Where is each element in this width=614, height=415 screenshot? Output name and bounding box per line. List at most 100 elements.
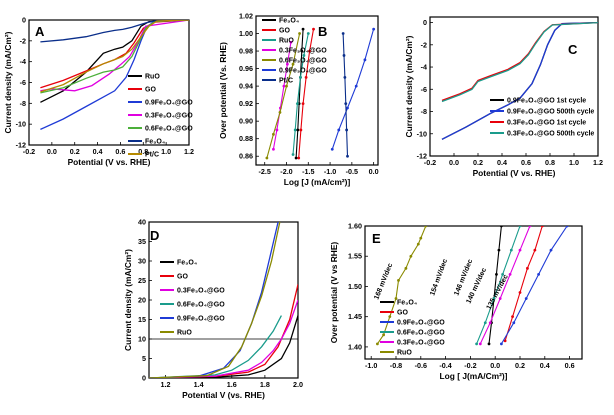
x-tick-label: -1.0 bbox=[365, 361, 377, 370]
y-tick-label: -4 bbox=[421, 63, 427, 72]
x-tick-label: -1.5 bbox=[302, 167, 314, 176]
x-tick-label: 0.2 bbox=[70, 147, 80, 156]
data-point bbox=[424, 226, 428, 228]
data-point bbox=[511, 315, 514, 319]
series-line bbox=[441, 21, 598, 102]
data-point bbox=[512, 321, 516, 325]
data-point bbox=[376, 342, 379, 346]
data-point bbox=[302, 54, 306, 57]
data-point bbox=[295, 102, 299, 106]
data-point bbox=[518, 248, 522, 252]
data-point bbox=[487, 342, 491, 346]
series-line bbox=[40, 20, 189, 93]
plot-frame bbox=[148, 221, 299, 379]
data-point bbox=[291, 153, 295, 156]
series-line bbox=[149, 222, 281, 378]
series-group bbox=[265, 27, 376, 160]
y-tick-label: 1.02 bbox=[239, 12, 253, 21]
x-axis-label: Potential (V vs. RHE) bbox=[473, 168, 556, 178]
series-group bbox=[40, 20, 189, 130]
y-tick-label: -8 bbox=[20, 99, 26, 108]
x-tick-label: 1.6 bbox=[227, 380, 237, 389]
y-tick-label: 0.88 bbox=[239, 134, 253, 143]
data-point bbox=[528, 226, 532, 228]
series-line bbox=[40, 20, 189, 103]
data-point bbox=[549, 248, 553, 252]
data-point bbox=[300, 49, 304, 53]
data-point bbox=[342, 54, 346, 57]
y-tick-label: 1.00 bbox=[239, 29, 253, 38]
series-line bbox=[488, 226, 502, 344]
y-axis-label: Current density (mA/Cm²) bbox=[3, 31, 13, 133]
y-tick-label: 25 bbox=[138, 276, 146, 285]
series-line bbox=[149, 315, 282, 378]
data-point bbox=[285, 62, 289, 66]
data-point bbox=[483, 321, 487, 325]
data-point bbox=[394, 297, 398, 300]
legend-entry: 0.9Fe₃O₄@GO 500th cycle bbox=[507, 109, 594, 116]
data-point bbox=[419, 236, 423, 240]
data-point bbox=[354, 84, 358, 88]
data-point bbox=[478, 342, 482, 346]
series-line bbox=[149, 315, 298, 378]
series-line bbox=[476, 226, 521, 345]
data-point bbox=[299, 128, 303, 132]
data-point bbox=[501, 272, 505, 276]
data-point bbox=[503, 339, 507, 343]
x-tick-label: 0.6 bbox=[521, 158, 531, 167]
series-line bbox=[266, 33, 301, 159]
x-tick-label: -2.0 bbox=[280, 167, 292, 176]
panel-a: -0.2 0.0 0.2 0.4 0.6 0.8 1.0 1.2 0 -2 -4 -6 -8 -10 -12… bbox=[3, 16, 194, 168]
data-point bbox=[372, 27, 376, 31]
y-tick-label: 1.55 bbox=[348, 252, 362, 261]
y-tick-label: -2 bbox=[20, 36, 26, 45]
legend-entry: Fe₃O₄ bbox=[145, 139, 165, 146]
legend-entry: GO bbox=[279, 28, 290, 35]
x-tick-label: 0.4 bbox=[93, 147, 103, 156]
data-point bbox=[346, 154, 349, 158]
data-point bbox=[344, 102, 348, 106]
legend-entry: 0.6Fe₃O₄@GO bbox=[279, 58, 327, 65]
y-axis-label: Current density (mA/Cm²) bbox=[404, 35, 414, 137]
series-line bbox=[342, 33, 349, 157]
data-point bbox=[296, 128, 300, 132]
plot-frame bbox=[364, 225, 583, 360]
x-tick-label: 0.8 bbox=[138, 147, 148, 156]
x-axis-label: Potential (V vs. RHE) bbox=[68, 157, 151, 167]
x-tick-label: 0.0 bbox=[369, 167, 379, 176]
legend-entry: 0.9Fe₃O₄@GO bbox=[397, 320, 445, 327]
x-tick-label: 0.4 bbox=[497, 158, 507, 167]
x-tick-label: 0.2 bbox=[473, 158, 483, 167]
data-point bbox=[346, 106, 349, 110]
data-point bbox=[518, 226, 522, 228]
y-tick-label: -12 bbox=[417, 152, 427, 161]
x-tick-label: -1.0 bbox=[324, 167, 336, 176]
series-line bbox=[500, 226, 568, 345]
series-line bbox=[441, 21, 598, 140]
y-tick-label: -6 bbox=[421, 85, 427, 94]
y-tick-label: 0.92 bbox=[239, 99, 253, 108]
data-point bbox=[298, 32, 301, 35]
data-point bbox=[294, 156, 298, 160]
panel-b: -2.5 -2.0 -1.5 -1.0 -0.5 0.0 0.86 0.88 0.90 0.92 0… bbox=[218, 12, 379, 188]
data-point bbox=[509, 248, 513, 252]
y-tick-label: 40 bbox=[138, 218, 146, 227]
legend-entry: 0.3Fe₃O₄@GO 500th cycle bbox=[507, 131, 594, 138]
data-point bbox=[312, 27, 315, 31]
y-tick-label: 5 bbox=[142, 354, 146, 363]
y-tick-label: 0.86 bbox=[239, 152, 253, 161]
series-line bbox=[331, 28, 375, 150]
data-point bbox=[565, 226, 569, 228]
x-tick-label: 0.6 bbox=[115, 147, 125, 156]
data-point bbox=[337, 128, 341, 132]
data-point bbox=[304, 75, 308, 79]
data-point bbox=[341, 32, 345, 35]
panel-letter: A bbox=[35, 24, 45, 39]
data-point bbox=[475, 342, 478, 346]
legend-entry: 0.3Fe₃O₄@GO bbox=[145, 113, 193, 120]
y-tick-label: -6 bbox=[20, 78, 26, 87]
panel-c: -0.2 0.0 0.2 0.4 0.6 0.8 1.0 1.2 0 -2 -4 -6 -8 -10 -12… bbox=[404, 16, 603, 178]
x-axis-label: Potential V (vs. RHE) bbox=[182, 390, 265, 400]
x-tick-label: 0.4 bbox=[540, 361, 550, 370]
